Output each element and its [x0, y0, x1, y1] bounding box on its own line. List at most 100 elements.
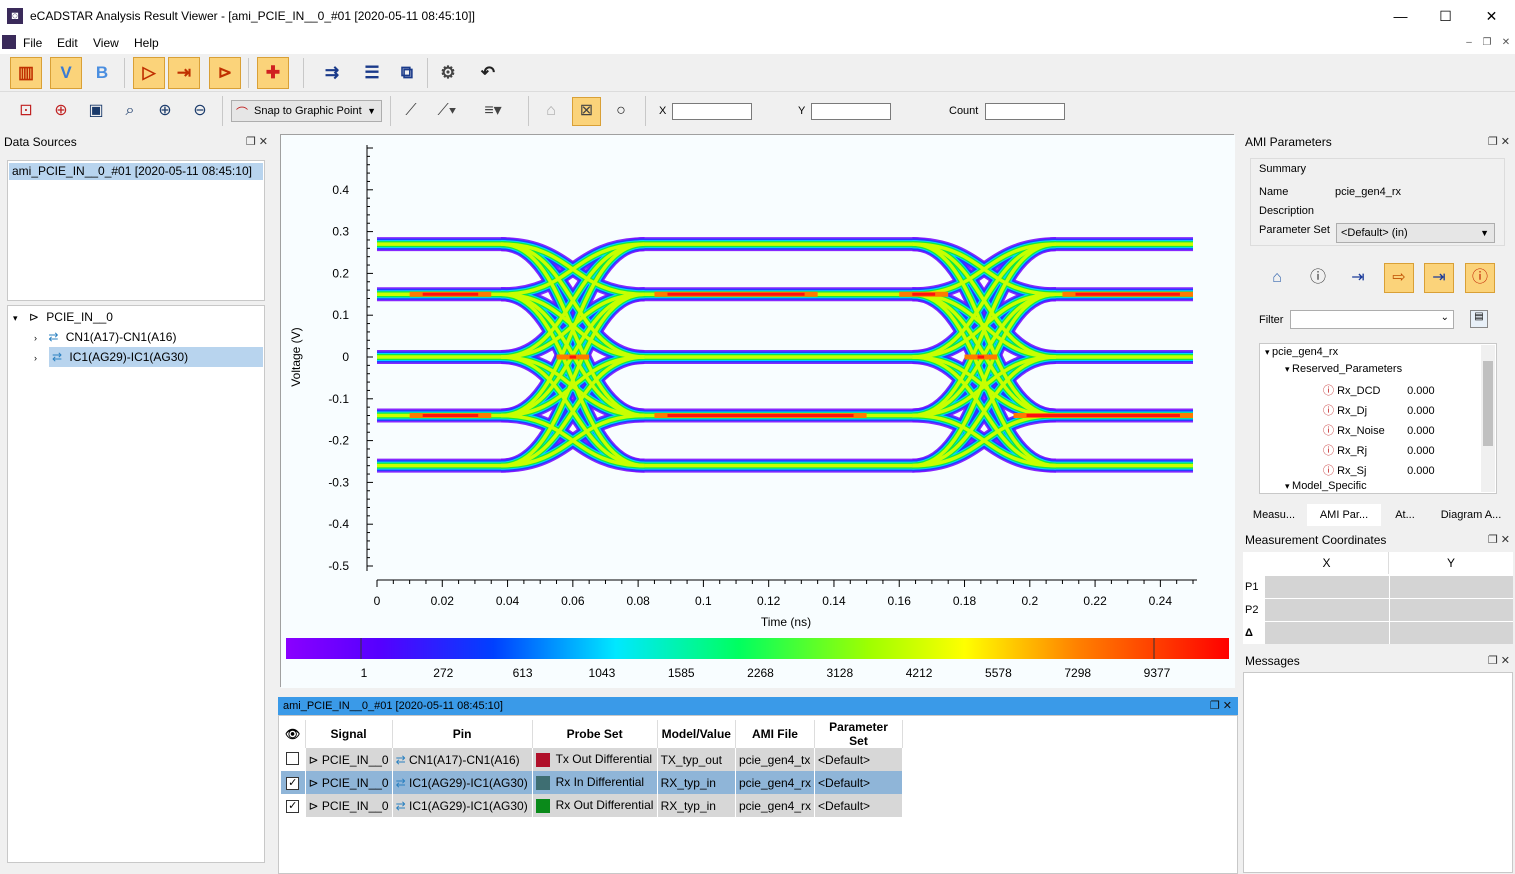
collapse-icon[interactable]: › [34, 333, 37, 343]
colorbar-tick-label: 2268 [747, 666, 774, 680]
b-icon[interactable]: B [95, 63, 109, 82]
zoom-out-icon[interactable]: ⊖ [193, 102, 207, 119]
eye-trace [501, 355, 645, 468]
col-signal[interactable]: Signal [305, 720, 393, 748]
tree-root[interactable]: ▾ pcie_gen4_rx [1265, 346, 1338, 358]
ellipse-icon[interactable]: ○ [616, 102, 626, 119]
expand-icon[interactable]: ▾ [13, 313, 18, 323]
parameter-set-dropdown[interactable]: <Default> (in) ▼ [1336, 223, 1495, 243]
net-icon: ⊳ [308, 752, 322, 767]
zoom-window-icon[interactable]: ⌕ [125, 102, 135, 119]
filter-input[interactable]: ⌄ [1290, 310, 1454, 329]
probe-color-swatch[interactable] [535, 798, 550, 813]
eye-diagram-plot[interactable]: 0.4 0.3 0.2 0.1 0 -0.1 -0.2 -0.3 -0.4 -0.5 0 0.02 0.… [280, 134, 1235, 688]
import-icon[interactable]: ⇥ [1351, 269, 1365, 286]
layers-icon[interactable]: ⧉ [400, 63, 414, 82]
export-icon[interactable]: ⇉ [324, 63, 340, 82]
parameter-row[interactable]: ⓘ Rx_Rj 0.000 [1323, 441, 1435, 461]
cross-icon[interactable]: ✚ [257, 57, 289, 89]
close-button[interactable]: ✕ [1485, 8, 1498, 24]
mdi-close-icon[interactable]: ✕ [1501, 37, 1511, 48]
mask-icon[interactable]: ⌂ [546, 102, 556, 119]
parameter-row[interactable]: ⓘ Rx_Sj 0.000 [1323, 461, 1435, 481]
measure-icon[interactable]: ⟋▾ [437, 102, 457, 119]
zoom-in-icon[interactable]: ⊕ [158, 102, 172, 119]
tab-measurements[interactable]: Measu... [1243, 504, 1305, 526]
count-field[interactable] [985, 103, 1065, 120]
scrollbar[interactable] [1481, 345, 1495, 492]
probe-color-swatch[interactable] [535, 775, 550, 790]
tree-child-selected[interactable]: ⇄ IC1(AG29)-IC1(AG30) [49, 347, 263, 367]
zoom-fit-icon[interactable]: ▣ [88, 102, 104, 119]
scrollbar-thumb[interactable] [1483, 361, 1493, 446]
menu-edit[interactable]: Edit [57, 36, 78, 50]
col-probe-set[interactable]: Probe Set [532, 720, 658, 748]
info-icon[interactable]: ⓘ [1309, 269, 1326, 286]
toolbar-separator [248, 58, 249, 88]
reserved-parameters-node[interactable]: ▾ Reserved_Parameters [1285, 363, 1402, 375]
step-icon[interactable]: ⇥ [168, 57, 200, 89]
filter-settings-icon[interactable]: ▤ [1470, 310, 1488, 328]
tree-root[interactable]: ▾ ⊳ PCIE_IN__0 [13, 307, 213, 327]
fit-all-icon[interactable]: ⊡ [19, 102, 33, 119]
model-specific-node[interactable]: ▾ Model_Specific [1285, 480, 1367, 492]
probe-color-swatch[interactable] [535, 752, 550, 767]
cell-ami-file: pcie_gen4_tx [735, 748, 816, 771]
chart-icon[interactable]: ▥ [10, 57, 42, 89]
parameter-row[interactable]: ⓘ Rx_Noise 0.000 [1323, 421, 1435, 441]
tab-attributes[interactable]: At... [1383, 504, 1427, 526]
snap-dropdown[interactable]: Snap to Graphic Point ▼ [231, 100, 382, 122]
table-row[interactable]: ✓ ⊳ PCIE_IN__0 ⇄ IC1(AG29)-IC1(AG30) Rx … [281, 771, 904, 794]
zoom-region-icon[interactable]: ⊕ [54, 102, 68, 119]
gear-icon[interactable]: ⚙ [440, 63, 456, 82]
expand-icon[interactable]: ▾ [1285, 481, 1293, 491]
tab-diagram[interactable]: Diagram A... [1429, 504, 1513, 526]
col-parameter-set[interactable]: Parameter Set [814, 720, 904, 748]
collapse-icon[interactable]: › [34, 353, 37, 363]
row-checkbox[interactable] [286, 751, 300, 765]
mdi-minimize-icon[interactable]: ‒ [1466, 37, 1472, 48]
panel-restore-close-icon[interactable]: ❐ ✕ [1209, 700, 1232, 712]
col-model-value[interactable]: Model/Value [657, 720, 736, 748]
export-arrow-icon[interactable]: ⇨ [1384, 263, 1414, 293]
table-row[interactable]: ⊳ PCIE_IN__0 ⇄ CN1(A17)-CN1(A16) Tx Out … [281, 748, 904, 771]
panel-restore-close-icon[interactable]: ❐ ✕ [1487, 136, 1510, 148]
data-source-item[interactable]: ami_PCIE_IN__0_#01 [2020-05-11 08:45:10] [9, 163, 263, 180]
v-icon[interactable]: V [50, 57, 82, 89]
list-play-icon[interactable]: ⊳ [209, 57, 241, 89]
parameter-row[interactable]: ⓘ Rx_Dj 0.000 [1323, 401, 1435, 421]
menu-file[interactable]: File [23, 36, 43, 50]
visibility-column-icon[interactable]: 👁 [281, 720, 306, 748]
eye-mask-icon[interactable]: ⊠ [572, 97, 601, 126]
expand-icon[interactable]: ▾ [1265, 347, 1273, 357]
panel-restore-close-icon[interactable]: ❐ ✕ [1487, 534, 1510, 546]
panel-restore-close-icon[interactable]: ❐ ✕ [1487, 655, 1510, 667]
col-ami-file[interactable]: AMI File [735, 720, 816, 748]
play-icon[interactable]: ▷ [133, 57, 165, 89]
y-coordinate-field[interactable] [811, 103, 891, 120]
home-icon[interactable]: ⌂ [1272, 269, 1282, 286]
mdi-restore-icon[interactable]: ❐ [1482, 37, 1492, 48]
hook-icon[interactable]: ↶ [480, 63, 496, 82]
tree-child[interactable]: › ⇄ CN1(A17)-CN1(A16) [34, 327, 264, 347]
table-row[interactable]: ✓ ⊳ PCIE_IN__0 ⇄ IC1(AG29)-IC1(AG30) Rx … [281, 794, 904, 817]
eye-diagram-svg[interactable]: 0.4 0.3 0.2 0.1 0 -0.1 -0.2 -0.3 -0.4 -0.5 0 0.02 0.… [281, 135, 1235, 688]
import-list-icon[interactable]: ⇥ [1424, 263, 1454, 293]
panel-restore-close-icon[interactable]: ❐ ✕ [245, 136, 268, 148]
row-checkbox[interactable]: ✓ [286, 800, 300, 813]
stack-icon[interactable]: ☰ [364, 63, 380, 82]
maximize-button[interactable]: ☐ [1439, 8, 1452, 24]
line-style-icon[interactable]: ≡▾ [484, 102, 502, 119]
parameter-row[interactable]: ⓘ Rx_DCD 0.000 [1323, 381, 1435, 401]
row-checkbox[interactable]: ✓ [286, 777, 300, 790]
expand-icon[interactable]: ▾ [1285, 364, 1293, 374]
col-pin[interactable]: Pin [392, 720, 533, 748]
menu-help[interactable]: Help [134, 36, 159, 50]
x-coordinate-field[interactable] [672, 103, 752, 120]
tab-ami-parameters[interactable]: AMI Par... [1307, 504, 1381, 526]
ruler-icon[interactable]: ⟋ [405, 102, 417, 119]
menu-view[interactable]: View [93, 36, 119, 50]
parameter-set-label: Parameter Set [1259, 224, 1330, 236]
info-warning-icon[interactable]: ⓘ [1465, 263, 1495, 293]
minimize-button[interactable]: — [1393, 8, 1408, 24]
